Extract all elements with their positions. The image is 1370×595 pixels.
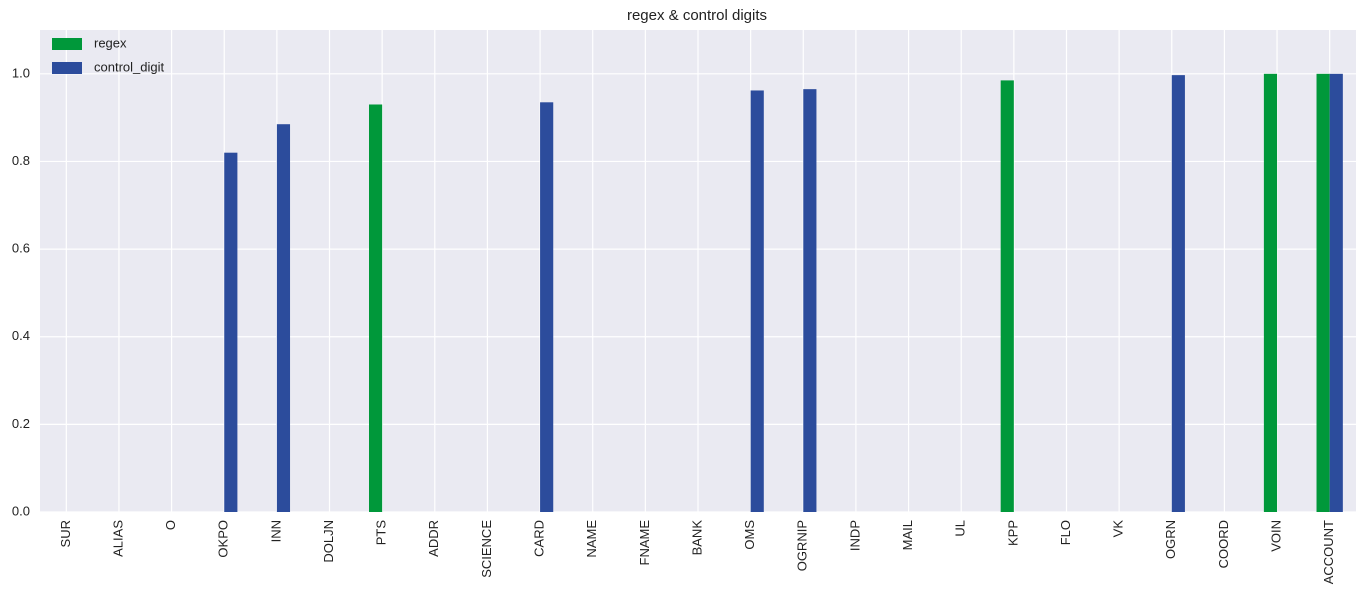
x-tick-label: ALIAS xyxy=(110,520,125,557)
legend-swatch xyxy=(52,38,82,50)
y-tick-label: 0.4 xyxy=(12,328,30,343)
legend: regex control_digit xyxy=(52,35,164,74)
bar xyxy=(1316,73,1330,513)
x-tick-label: SUR xyxy=(58,520,73,547)
x-tick-label: CARD xyxy=(532,520,547,557)
bar xyxy=(276,124,291,512)
legend-label: regex xyxy=(94,35,127,50)
y-tick-label: 0.6 xyxy=(12,241,30,256)
x-tick-label: ADDR xyxy=(426,520,441,557)
x-tick-label: OKPO xyxy=(216,520,231,558)
x-tick-label: SCIENCE xyxy=(479,520,494,578)
x-tick-label: INDP xyxy=(847,520,862,551)
x-tick-label: OMS xyxy=(742,520,757,550)
legend-swatch xyxy=(52,62,82,74)
x-tick-label: NAME xyxy=(584,520,599,558)
bar xyxy=(803,89,817,513)
y-tick-label: 0.8 xyxy=(12,153,30,168)
bar xyxy=(224,152,238,512)
bar xyxy=(1263,73,1278,513)
x-tick-label: VK xyxy=(1111,520,1126,538)
x-tick-label: COORD xyxy=(1216,520,1231,568)
bar xyxy=(1329,73,1343,513)
x-tick-label: VOIN xyxy=(1268,520,1283,552)
x-tick-label: O xyxy=(163,520,178,530)
x-tick-label: UL xyxy=(953,520,968,537)
bar xyxy=(540,102,554,513)
x-tick-label: PTS xyxy=(374,520,389,546)
legend-label: control_digit xyxy=(94,59,164,74)
x-tick-label: MAIL xyxy=(900,520,915,550)
y-tick-label: 0.2 xyxy=(12,416,30,431)
chart-title: regex & control digits xyxy=(627,7,767,24)
bar xyxy=(369,104,383,512)
y-tick-label: 0.0 xyxy=(12,503,30,518)
x-tick-label: KPP xyxy=(1005,520,1020,546)
x-tick-label: FNAME xyxy=(637,520,652,566)
bar xyxy=(1171,75,1185,513)
x-tick-label: BANK xyxy=(689,520,704,556)
bar xyxy=(750,90,764,513)
bar xyxy=(1000,80,1014,513)
y-tick-label: 1.0 xyxy=(12,65,30,80)
x-tick-label: DOLJN xyxy=(321,520,336,563)
x-tick-label: OGRNIP xyxy=(795,520,810,571)
x-tick-label: OGRN xyxy=(1163,520,1178,559)
x-tick-label: INN xyxy=(268,520,283,542)
x-tick-label: ACCOUNT xyxy=(1321,520,1336,584)
x-tick-label: FLO xyxy=(1058,520,1073,545)
